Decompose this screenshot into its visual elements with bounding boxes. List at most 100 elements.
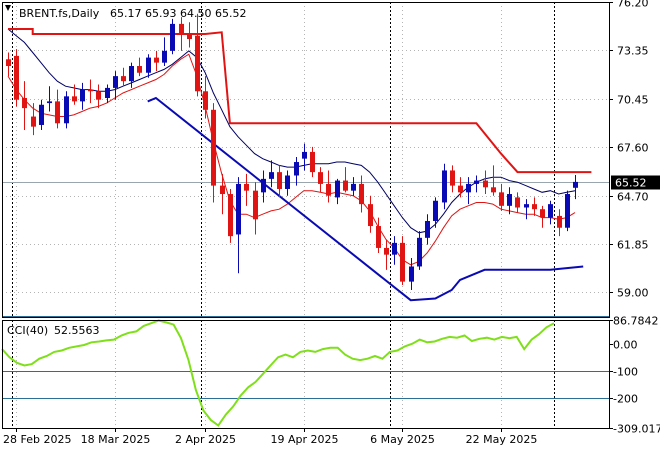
candle[interactable]: [417, 231, 422, 270]
candle[interactable]: [499, 183, 504, 211]
candle-body: [96, 91, 101, 100]
candle[interactable]: [39, 99, 44, 131]
candle[interactable]: [64, 91, 69, 129]
cci-tick-label: -309.017: [613, 423, 660, 436]
candle[interactable]: [146, 54, 151, 78]
price-panel-frame: [2, 2, 610, 318]
candle[interactable]: [277, 165, 282, 198]
candle[interactable]: [14, 49, 19, 107]
candle-body: [532, 204, 537, 210]
candle-body: [483, 180, 488, 188]
candle-body: [72, 96, 77, 102]
candle[interactable]: [507, 187, 512, 215]
price-axis: 76.20 73.35 70.45 67.60 64.70 61.85 59.00 86.78…: [609, 0, 660, 436]
candlestick-series[interactable]: [6, 13, 578, 291]
candle[interactable]: [47, 86, 52, 112]
candle[interactable]: [6, 52, 11, 77]
candle[interactable]: [121, 67, 126, 87]
candle[interactable]: [474, 175, 479, 193]
candle[interactable]: [532, 197, 537, 216]
candle[interactable]: [409, 258, 414, 291]
candle[interactable]: [425, 214, 430, 245]
candle[interactable]: [384, 239, 389, 270]
candle[interactable]: [96, 84, 101, 109]
candle[interactable]: [179, 17, 184, 51]
candle[interactable]: [335, 178, 340, 205]
candle[interactable]: [310, 146, 315, 178]
candle-body: [326, 183, 331, 196]
candle[interactable]: [450, 165, 455, 193]
candle[interactable]: [483, 170, 488, 195]
candle-body: [392, 242, 397, 255]
candle-body: [515, 197, 520, 208]
candle[interactable]: [137, 57, 142, 77]
envelope-bands: [7, 28, 576, 266]
candle[interactable]: [162, 37, 167, 67]
candle-body: [31, 116, 36, 127]
candle[interactable]: [343, 167, 348, 193]
candle[interactable]: [368, 195, 373, 233]
candle[interactable]: [129, 62, 134, 88]
candle[interactable]: [269, 160, 274, 188]
cci-tick-label: 0.00: [613, 339, 638, 352]
candle[interactable]: [187, 22, 192, 48]
candle-body: [417, 237, 422, 267]
candle[interactable]: [154, 50, 159, 72]
candle-body: [442, 170, 447, 203]
candle[interactable]: [113, 71, 118, 100]
candle[interactable]: [400, 236, 405, 285]
candle[interactable]: [557, 209, 562, 237]
candle[interactable]: [220, 173, 225, 215]
candle[interactable]: [442, 163, 447, 210]
candle-body: [384, 247, 389, 255]
candle[interactable]: [80, 82, 85, 110]
cci-line[interactable]: [1, 319, 555, 427]
candle[interactable]: [261, 170, 266, 203]
candle[interactable]: [491, 165, 496, 196]
candle[interactable]: [55, 89, 60, 129]
candle[interactable]: [170, 18, 175, 55]
candle[interactable]: [31, 103, 36, 136]
cci-tick-label: -200: [613, 393, 638, 406]
candle[interactable]: [203, 76, 208, 119]
candle[interactable]: [253, 182, 258, 235]
candle-body: [318, 172, 323, 184]
candle-body: [285, 175, 290, 189]
cci-indicator-panel[interactable]: [1, 316, 609, 427]
candle[interactable]: [540, 205, 545, 228]
candle[interactable]: [458, 177, 463, 198]
candle[interactable]: [573, 174, 578, 200]
candle[interactable]: [318, 167, 323, 193]
candle-body: [244, 183, 249, 191]
candle[interactable]: [72, 84, 77, 105]
candle[interactable]: [294, 156, 299, 186]
current-price-value: 65.52: [615, 177, 647, 190]
candle[interactable]: [236, 177, 241, 274]
candle[interactable]: [433, 197, 438, 228]
candle[interactable]: [285, 170, 290, 196]
candle-body: [39, 104, 44, 125]
candle[interactable]: [376, 217, 381, 253]
candle[interactable]: [105, 84, 110, 104]
candle[interactable]: [548, 200, 553, 225]
candle[interactable]: [88, 79, 93, 104]
candle[interactable]: [515, 192, 520, 213]
candle[interactable]: [211, 103, 216, 203]
candle[interactable]: [392, 236, 397, 265]
candle[interactable]: [195, 13, 200, 97]
candle[interactable]: [359, 175, 364, 213]
candle[interactable]: [326, 170, 331, 203]
candle[interactable]: [524, 199, 529, 220]
candle[interactable]: [466, 177, 471, 205]
y-tick-label: 70.45: [617, 94, 649, 107]
candle[interactable]: [22, 81, 27, 131]
candle[interactable]: [244, 173, 249, 206]
candle-body: [137, 66, 142, 73]
candle[interactable]: [565, 190, 570, 232]
cci-tick-label: -100: [613, 366, 638, 379]
candle[interactable]: [302, 143, 307, 171]
candle[interactable]: [351, 177, 356, 196]
collapse-arrow-icon[interactable]: [5, 5, 11, 11]
candle[interactable]: [228, 188, 233, 243]
